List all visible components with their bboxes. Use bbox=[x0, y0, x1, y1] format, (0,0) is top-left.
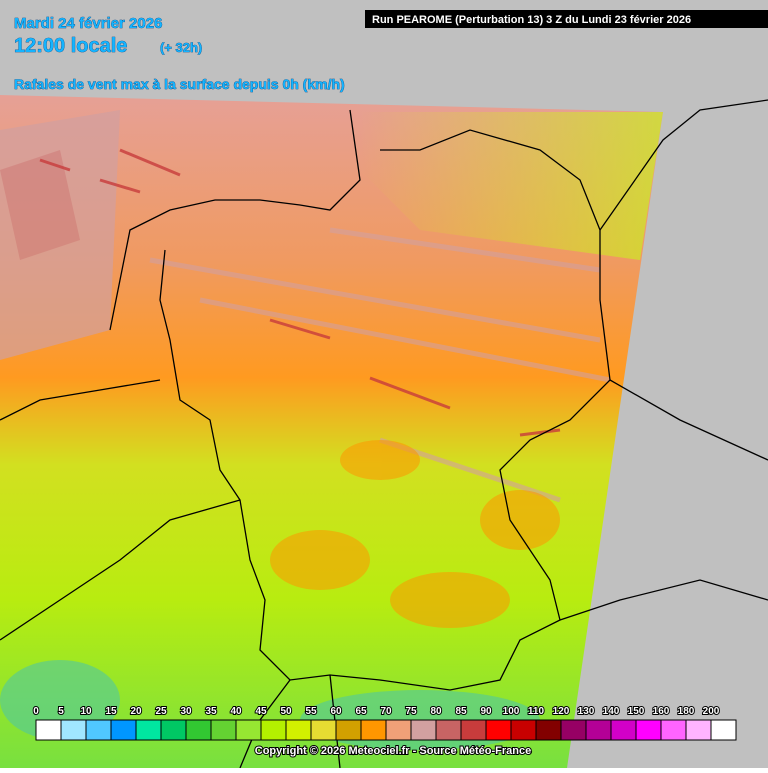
gust-streaks bbox=[39, 148, 561, 437]
legend-tick-label: 5 bbox=[58, 706, 64, 717]
legend-swatch bbox=[510, 719, 537, 741]
product-title: Rafales de vent max à la surface depuis … bbox=[14, 76, 345, 92]
legend-tick-label: 25 bbox=[155, 706, 167, 717]
footer: Copyright © 2026 Meteociel.fr - Source M… bbox=[255, 745, 531, 757]
legend-tick-label: 45 bbox=[255, 706, 267, 717]
gust-patches bbox=[270, 440, 560, 628]
legend-swatch bbox=[310, 719, 337, 741]
run-banner bbox=[365, 10, 768, 28]
legend-tick-label: 90 bbox=[480, 706, 492, 717]
legend-swatch bbox=[710, 719, 737, 741]
legend-tick-label: 40 bbox=[230, 706, 242, 717]
legend-tick-label: 140 bbox=[603, 706, 620, 717]
legend-tick-label: 85 bbox=[455, 706, 467, 717]
legend-swatch bbox=[135, 719, 162, 741]
legend-tick-label: 160 bbox=[653, 706, 670, 717]
legend-tick-label: 110 bbox=[528, 706, 545, 717]
legend-swatch bbox=[560, 719, 587, 741]
legend-swatch bbox=[635, 719, 662, 741]
sea-area bbox=[0, 110, 120, 360]
legend-swatch bbox=[485, 719, 512, 741]
legend-tick-label: 20 bbox=[130, 706, 142, 717]
legend-swatch bbox=[285, 719, 312, 741]
legend-swatch bbox=[460, 719, 487, 741]
legend-tick-label: 15 bbox=[105, 706, 117, 717]
legend-swatch bbox=[60, 719, 87, 741]
legend: 0 5 10 15 20 25 30 35 40 45 50 55 60 65 70 75 80 85 90 100 1… bbox=[32, 705, 737, 741]
legend-tick-label: 130 bbox=[578, 706, 595, 717]
legend-tick-label: 200 bbox=[703, 706, 720, 717]
legend-tick-label: 65 bbox=[355, 706, 367, 717]
legend-tick-label: 35 bbox=[205, 706, 217, 717]
legend-swatch bbox=[360, 719, 387, 741]
legend-swatch bbox=[260, 719, 287, 741]
legend-swatch bbox=[185, 719, 212, 741]
legend-swatch bbox=[535, 719, 562, 741]
legend-tick-label: 60 bbox=[330, 706, 342, 717]
legend-tick-label: 100 bbox=[503, 706, 520, 717]
legend-tick-label: 120 bbox=[553, 706, 570, 717]
legend-swatch bbox=[235, 719, 262, 741]
borders bbox=[0, 99, 768, 769]
legend-tick-label: 30 bbox=[180, 706, 192, 717]
legend-swatch bbox=[110, 719, 137, 741]
run-label: Run PEAROME (Perturbation 13) 3 Z du Lun… bbox=[372, 14, 691, 26]
legend-swatch bbox=[160, 719, 187, 741]
legend-swatch bbox=[385, 719, 412, 741]
legend-swatch bbox=[660, 719, 687, 741]
legend-swatch bbox=[335, 719, 362, 741]
date: Mardi 24 février 2026 bbox=[14, 15, 162, 32]
legend-tick-label: 150 bbox=[628, 706, 645, 717]
legend-swatch bbox=[585, 719, 612, 741]
legend-tick-label: 50 bbox=[280, 706, 292, 717]
wind-field-north bbox=[360, 112, 663, 260]
legend-tick-label: 80 bbox=[430, 706, 442, 717]
time: 12:00 locale bbox=[14, 35, 127, 57]
legend-tick-label: 0 bbox=[33, 706, 39, 717]
legend-tick-label: 70 bbox=[380, 706, 392, 717]
legend-swatch bbox=[210, 719, 237, 741]
legend-swatch bbox=[35, 719, 62, 741]
legend-tick-label: 10 bbox=[80, 706, 92, 717]
legend-swatch bbox=[610, 719, 637, 741]
legend-tick-label: 75 bbox=[405, 706, 417, 717]
legend-swatch bbox=[85, 719, 112, 741]
legend-tick-label: 180 bbox=[678, 706, 695, 717]
sea-area bbox=[0, 150, 80, 260]
legend-tick-label: 55 bbox=[305, 706, 317, 717]
legend-swatch bbox=[410, 719, 437, 741]
legend-swatch bbox=[435, 719, 462, 741]
offset: (+ 32h) bbox=[160, 40, 202, 55]
legend-swatch bbox=[685, 719, 712, 741]
